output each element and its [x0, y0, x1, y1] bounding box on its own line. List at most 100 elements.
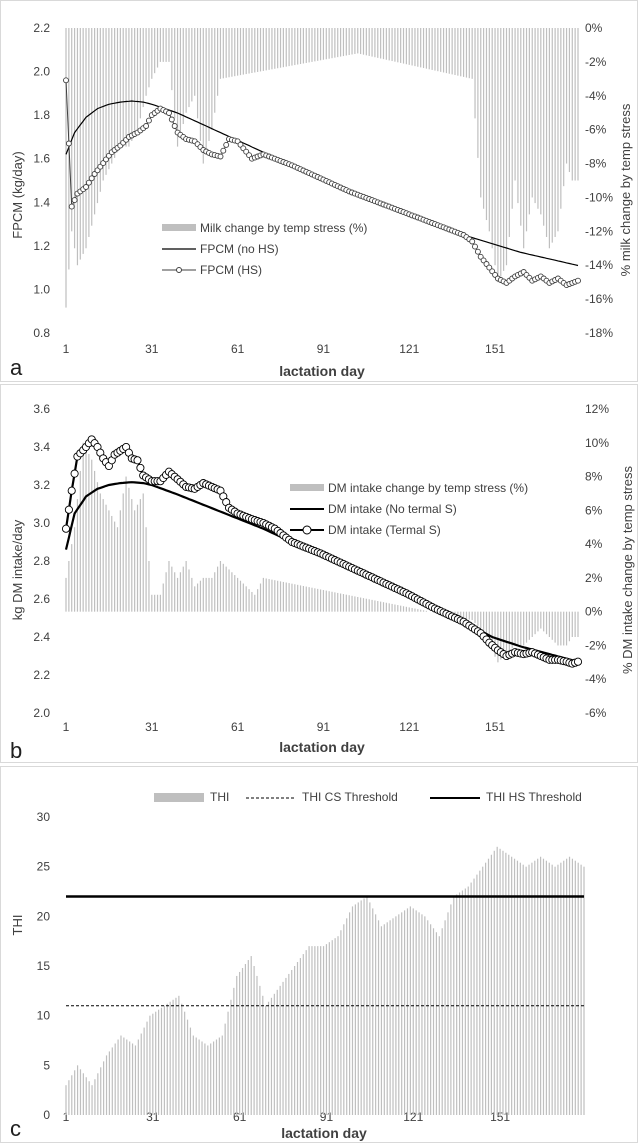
panel-c-bar-day-149: [493, 850, 495, 1115]
panel-a-marker-day-30: [145, 117, 152, 124]
panel-b-bar-day-115: [391, 603, 393, 612]
panel-a-bar-day-20: [119, 28, 121, 147]
panel-b-bar-day-38: [171, 566, 173, 612]
panel-a-bar-day-142: [468, 28, 470, 79]
panel-a-y2-axis-title: % milk change by temp stress: [618, 103, 633, 276]
panel-a-bar-day-63: [242, 28, 244, 75]
panel-b-bar-day-121: [408, 607, 410, 612]
panel-b-bar-day-63: [242, 583, 244, 612]
panel-a-bar-day-45: [191, 28, 193, 102]
panel-b-y-tick-0: 2.0: [33, 706, 50, 720]
panel-b-bar-day-119: [402, 606, 405, 612]
panel-c-bar-day-40: [178, 995, 180, 1115]
panel-b-bar-day-4: [73, 527, 76, 612]
panel-a-bar-day-21: [122, 28, 124, 147]
panel-b-bar-day-51: [208, 577, 210, 612]
panel-a-bar-day-49: [202, 28, 204, 164]
panel-c-bar-day-124: [421, 914, 423, 1115]
panel-b-bar-day-118: [400, 605, 402, 612]
panel-c-y-tick-0: 0: [43, 1108, 50, 1122]
panel-a-bar-day-160: [520, 28, 522, 226]
panel-c-bar-day-59: [233, 987, 235, 1115]
panel-c-bar-day-36: [166, 1003, 168, 1115]
legend-label-thi: THI: [210, 790, 229, 804]
panel-c-bar-day-66: [253, 966, 255, 1115]
panel-b-bar-day-45: [191, 577, 193, 612]
panel-a-marker-day-37: [166, 110, 172, 116]
panel-a-bar-day-122: [411, 28, 413, 66]
panel-c-bar-day-72: [270, 997, 273, 1115]
panel-b-bar-day-58: [228, 569, 230, 612]
panel-a-marker-day-143: [469, 238, 476, 245]
panel-a-bar-day-129: [431, 28, 433, 70]
panel-c-bar-day-77: [285, 977, 287, 1115]
panel-b-bar-day-169: [545, 611, 548, 635]
panel-b-bar-day-176: [565, 611, 568, 646]
panel-b-bar-day-56: [222, 563, 224, 612]
panel-b-bar-day-114: [388, 603, 390, 612]
panel-b-bar-day-158: [514, 611, 516, 646]
panel-a-bar-day-38: [171, 28, 173, 91]
panel-a-bar-day-43: [185, 28, 187, 113]
panel-a-bar-day-159: [517, 28, 519, 204]
legend-label-milk-change: Milk change by temp stress (%): [200, 221, 367, 235]
panel-c-bar-day-102: [357, 902, 359, 1115]
panel-a-marker-day-56: [220, 147, 227, 154]
panel-a-bar-day-93: [328, 28, 330, 59]
panel-c-bar-day-173: [563, 860, 565, 1115]
panel-a-bar-day-168: [543, 28, 545, 226]
panel-a-bar-day-75: [277, 28, 279, 69]
panel-b-bar-day-10: [91, 459, 93, 612]
panel-b-bar-day-167: [540, 611, 542, 629]
panel-c-bar-day-24: [131, 1043, 134, 1115]
panel-b-bar-day-17: [111, 515, 113, 612]
panel-b-bar-day-93: [328, 591, 330, 612]
panel-c-bar-day-50: [207, 1045, 209, 1115]
panel-a-bar-day-68: [257, 28, 259, 72]
panel-b-bar-day-30: [148, 561, 150, 612]
panel-c-bar-day-4: [74, 1070, 76, 1115]
panel-b-bar-day-2: [68, 561, 70, 612]
panel-c-bar-day-17: [111, 1047, 113, 1115]
panel-a-y2-tick-9: 0%: [585, 21, 603, 35]
panel-b-bar-day-48: [199, 580, 202, 612]
panel-c-bar-day-114: [392, 918, 394, 1115]
panel-c-bar-day-151: [499, 848, 501, 1115]
panel-b-bar-day-5: [76, 499, 79, 612]
panel-a-bar-day-69: [259, 28, 262, 72]
panel-b-bar-day-44: [188, 569, 190, 612]
legend-swatch-thi: [154, 793, 204, 802]
panel-c-bar-day-11: [94, 1079, 96, 1115]
panel-a-bar-day-96: [337, 28, 339, 58]
panel-a-bar-day-37: [168, 28, 170, 62]
panel-c-bar-day-3: [71, 1075, 73, 1115]
panel-a-y2-tick-6: -6%: [585, 123, 607, 137]
panel-c-bar-day-63: [244, 964, 247, 1115]
panel-b-bar-day-177: [568, 611, 571, 642]
panel-b-bar-day-164: [531, 611, 533, 637]
panel-a-x-tick-5: 151: [485, 342, 505, 356]
panel-a-bar-day-152: [497, 28, 499, 283]
panel-b-bar-day-89: [317, 588, 319, 612]
panel-b-bar-day-157: [511, 611, 513, 649]
panel-a-bar-day-52: [211, 28, 213, 130]
panel-c-bar-day-144: [479, 870, 481, 1115]
panel-b-x-tick-5: 151: [485, 720, 505, 734]
panel-c-bar-day-93: [331, 940, 333, 1115]
panel-c-bar-day-7: [82, 1073, 84, 1115]
panel-a-y-axis-title: FPCM (kg/day): [10, 151, 25, 238]
panel-b-bar-day-153: [500, 611, 502, 660]
panel-b-bar-day-83: [299, 585, 302, 612]
panel-a-y-tick-2: 1.2: [33, 239, 50, 253]
panel-c-bar-day-69: [262, 995, 264, 1115]
panel-b-bar-day-92: [325, 590, 327, 612]
panel-c-bar-day-136: [456, 894, 458, 1115]
panel-b-bar-day-143: [471, 611, 473, 621]
panel-c-bar-day-56: [224, 1023, 226, 1115]
panel-a-bar-day-155: [505, 28, 508, 266]
panel-c-bar-day-9: [88, 1081, 90, 1115]
panel-b-bar-day-60: [234, 575, 236, 612]
panel-a-y2-tick-7: -4%: [585, 89, 607, 103]
panel-c-bar-day-126: [427, 920, 429, 1115]
panel-c-bar-day-29: [146, 1021, 148, 1115]
